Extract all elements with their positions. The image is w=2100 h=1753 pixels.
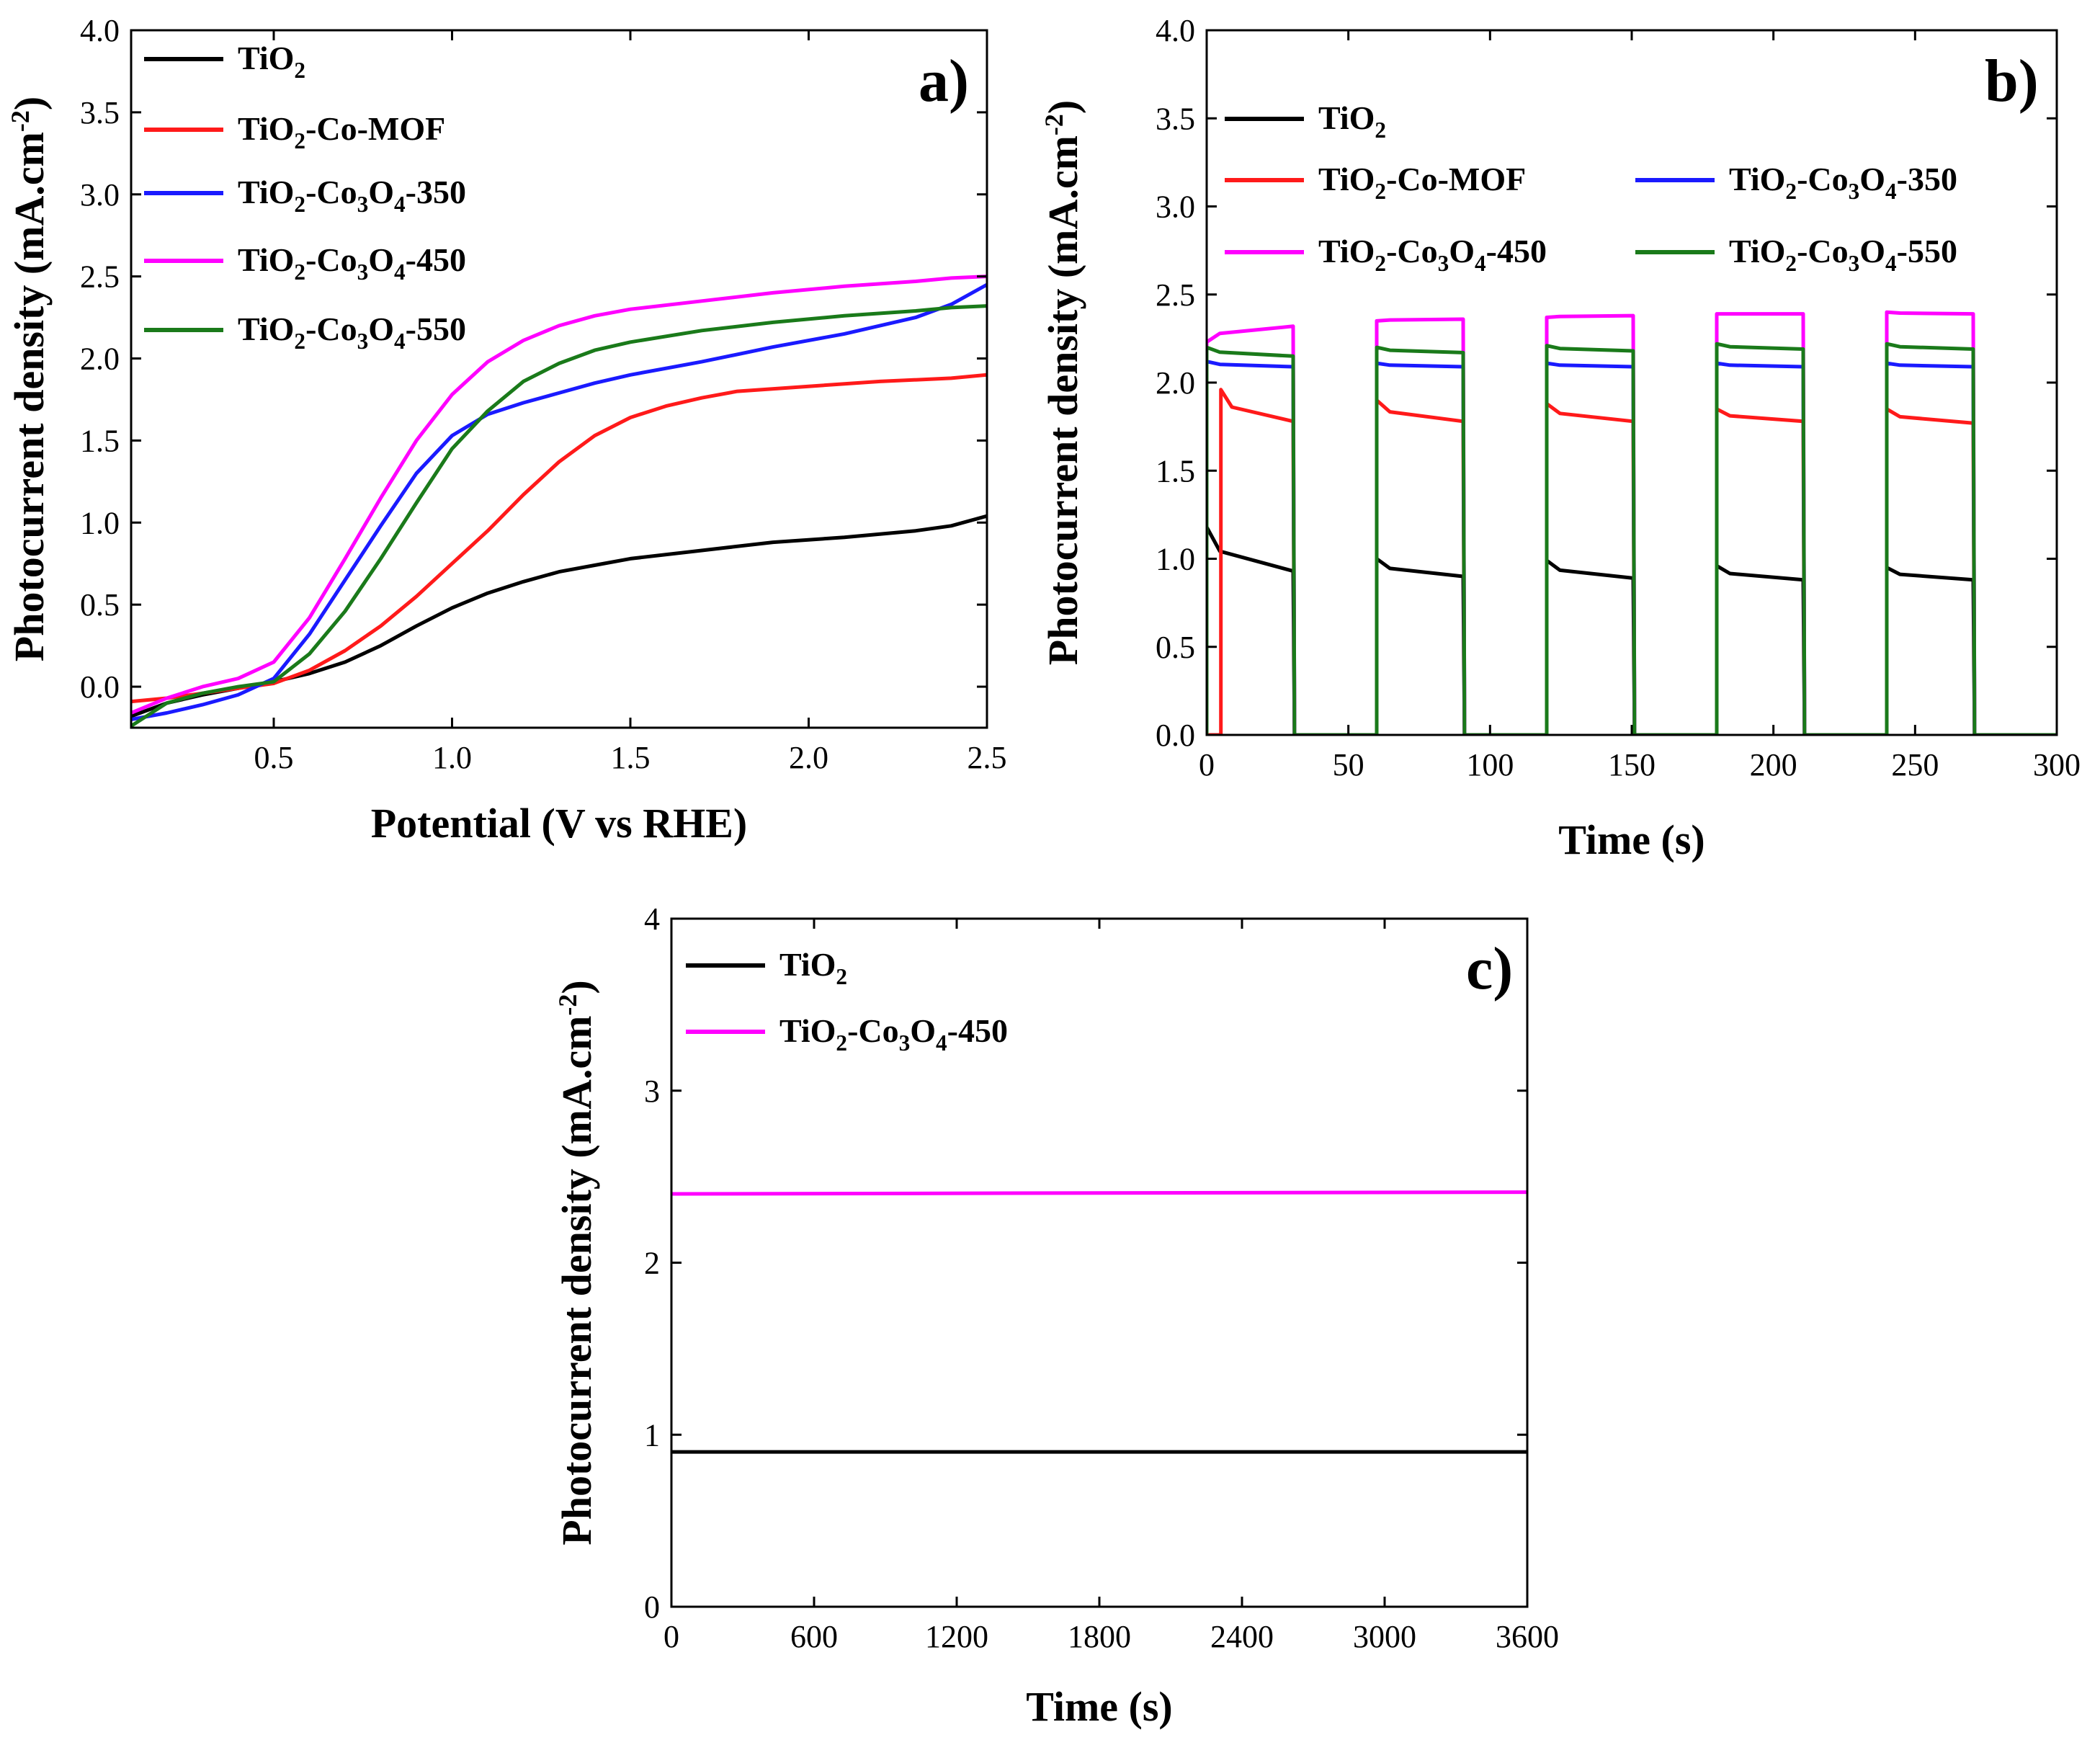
series-group [131,275,987,728]
y-tick-label: 0.5 [1156,630,1195,665]
y-axis-title: Photocurrent density (mA.cm-2) [553,980,600,1545]
x-tick-label: 250 [1891,747,1939,782]
series-line-3 [131,275,987,715]
y-tick-label: 0.0 [80,669,120,705]
x-tick-label: 2400 [1210,1619,1274,1654]
chart-b: 0 50 100 150 200 250 300 0.0 0.5 1.0 1.5 2.0 2.5 3.0 3… [1040,13,2081,863]
legend-label: TiO2​-Co3​O4​-350 [238,174,466,217]
y-tick-label: 3.0 [80,177,120,213]
y-tick-label: 2 [644,1246,660,1281]
y-axis-title: Photocurrent density (mA.cm-2) [6,97,53,661]
series-line-4 [131,304,987,728]
y-tick-label: 0.5 [80,587,120,623]
plot-frame [130,29,988,729]
y-axis-title: Photocurrent density (mA.cm-2) [1040,100,1086,665]
series-line-4 [1207,342,2057,735]
x-tick-label: 0 [663,1619,679,1654]
y-tick-label: 3.0 [1156,189,1195,225]
x-tick-label: 0.5 [254,740,294,775]
series-line-0 [1207,525,2057,735]
y-tick-label: 1.5 [1156,453,1195,489]
legend-label: TiO2​-Co3​O4​-550 [238,311,466,354]
panel-label: c) [1466,935,1513,1002]
legend-label: TiO2​ [779,946,847,989]
legend: TiO2​ TiO2​-Co-MOF TiO2​-Co3​O4​-350 TiO2​-… [1225,99,1957,276]
legend-label: TiO2​-Co3​O4​-350 [1729,161,1957,204]
y-tick-label: 1 [644,1417,660,1453]
series-line-1 [131,373,987,704]
legend-label: TiO2​-Co3​O4​-450 [1318,233,1547,276]
y-tick-label: 3 [644,1074,660,1109]
x-tick-label: 50 [1333,747,1364,782]
y-tick-label: 1.5 [80,423,120,458]
series-group [1207,310,2057,735]
y-tick-label: 2.5 [1156,277,1195,313]
series-group [671,1190,1527,1454]
legend-label: TiO2​-Co3​O4​-450 [779,1012,1008,1056]
x-tick-label: 100 [1466,747,1514,782]
legend-label: TiO2​-Co-MOF [238,110,445,153]
y-tick-label: 2.5 [80,259,120,295]
y-tick-label: 3.5 [1156,101,1195,136]
panel-label: b) [1985,48,2039,115]
x-axis-title: Time (s) [1026,1683,1173,1730]
x-tick-label: 1.5 [611,740,651,775]
x-tick-label: 200 [1750,747,1797,782]
legend-label: TiO2​-Co-MOF [1318,161,1526,204]
x-tick-label: 1200 [925,1619,988,1654]
x-axis-title: Time (s) [1558,816,1705,863]
y-tick-label: 1.0 [1156,542,1195,577]
y-tick-label: 0 [644,1589,660,1625]
x-axis-title: Potential (V vs RHE) [371,800,748,847]
x-tick-label: 2.5 [968,740,1007,775]
y-tick-label: 4.0 [80,13,120,48]
y-tick-label: 2.0 [80,342,120,377]
y-tick-label: 0.0 [1156,718,1195,753]
x-tick-label: 2.0 [789,740,828,775]
x-tick-label: 600 [790,1619,838,1654]
x-tick-label: 300 [2033,747,2081,782]
series-line-1 [671,1190,1527,1196]
x-tick-label: 3600 [1496,1619,1559,1654]
y-tick-label: 4.0 [1156,13,1195,48]
legend-label: TiO2​-Co3​O4​-550 [1729,233,1957,276]
legend-label: TiO2​-Co3​O4​-450 [238,241,466,285]
legend-label: TiO2​ [1318,99,1386,143]
x-tick-label: 3000 [1353,1619,1416,1654]
x-tick-label: 1800 [1068,1619,1131,1654]
panel-label: a) [919,48,969,115]
y-tick-label: 1.0 [80,505,120,540]
y-tick-label: 4 [644,901,660,937]
legend: TiO2​ TiO2​-Co3​O4​-450 [686,946,1008,1056]
x-tick-label: 0 [1199,747,1215,782]
legend: TiO2​ TiO2​-Co-MOF TiO2​-Co3​O4​-350 TiO2​-… [144,40,466,354]
y-tick-label: 2.0 [1156,365,1195,401]
x-tick-label: 150 [1608,747,1656,782]
legend-label: TiO2​ [238,40,305,83]
chart-c: 0 600 1200 1800 2400 3000 3600 0 1 2 3 4 Time (s) Pho… [553,901,1559,1730]
x-tick-label: 1.0 [432,740,472,775]
chart-a: 0.5 1.0 1.5 2.0 2.5 0.0 0.5 1.0 1.5 2.0 2.5 3.0 3.5 4… [6,13,1007,847]
y-tick-label: 3.5 [80,95,120,130]
series-line-2 [131,282,987,722]
